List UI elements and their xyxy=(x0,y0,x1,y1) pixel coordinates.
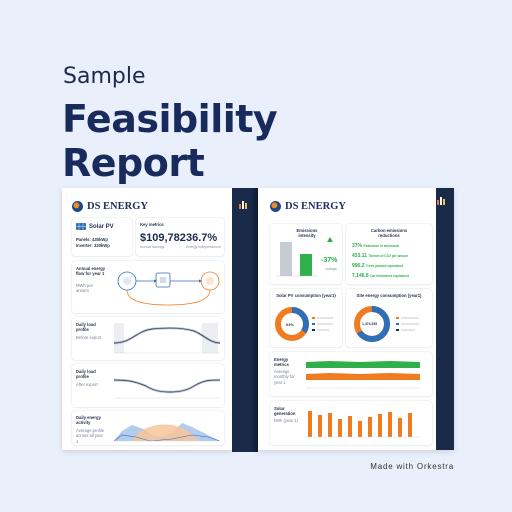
emissions-bar-chart xyxy=(276,237,333,277)
solar-generation-card: Solar generation kWh (year 1) xyxy=(270,401,432,445)
booklet-spine xyxy=(232,188,258,452)
annual-savings-value: $109,782 xyxy=(140,232,186,244)
energy-flow-title: Annual energy flow for year 1 xyxy=(76,266,106,277)
panels-row: Panels: 430kWp xyxy=(76,237,108,242)
energy-independence-value: 36.7% xyxy=(186,232,218,244)
load-profile-before-sub: Before export xyxy=(76,335,102,340)
key-metrics-card: Key metrics $109,782 Annual savings 36.7… xyxy=(136,218,224,256)
carbon-row: 996.2 Trees planted equivalent xyxy=(352,263,404,269)
solar-consumption-card: Solar PV consumption (year1) 63% xyxy=(270,289,342,347)
energy-activity-title: Daily energy activity xyxy=(76,415,101,426)
brand-logo-right: DS ENERGY xyxy=(270,201,346,212)
solar-consumption-center: 63% xyxy=(286,322,295,327)
brand-logo: DS ENERGY xyxy=(72,201,148,212)
emissions-change-value: -37% xyxy=(321,257,338,264)
load-profile-before-chart xyxy=(113,323,221,354)
right-page-strip xyxy=(436,188,454,450)
solar-generation-title: Solar generation xyxy=(274,406,296,417)
energy-metrics-title: Energy metrics xyxy=(274,357,289,368)
load-profile-before-card: Daily load profile Before export xyxy=(72,317,224,360)
report-booklet: DS ENERGY Solar PV Panels: 430kWp Invert… xyxy=(62,188,454,452)
inverter-row: Inverter: 330kWp xyxy=(76,243,110,248)
load-profile-after-chart xyxy=(113,378,221,399)
energy-flow-diagram xyxy=(117,271,220,306)
carbon-row: 433.11 Tonnes of CO2 per annum xyxy=(352,253,409,259)
carbon-row: 37% Reduction in emissions xyxy=(352,243,400,249)
made-with-orkestra: Made with Orkestra xyxy=(370,462,454,471)
site-consumption-center: 1,474,355 xyxy=(362,322,378,326)
header-feasibility: Feasibility xyxy=(62,97,278,141)
header-sample: Sample xyxy=(63,64,146,89)
solar-generation-chart xyxy=(306,411,420,438)
load-profile-after-title: Daily load profile xyxy=(76,369,96,380)
header-report: Report xyxy=(62,141,205,185)
solar-pv-card: Solar PV Panels: 430kWp Inverter: 330kWp xyxy=(72,218,132,256)
energy-independence-label: Energy independence xyxy=(186,245,221,249)
emissions-intensity-title: Emissions intensity xyxy=(296,228,318,239)
annual-savings-label: Annual savings xyxy=(140,245,165,249)
energy-flow-card: Annual energy flow for year 1 MWh per an… xyxy=(72,261,224,313)
solar-pv-title: Solar PV xyxy=(89,224,114,230)
site-consumption-title: Site energy consumption (year1) xyxy=(356,293,422,298)
energy-metrics-sub: Average monthly for year 1 xyxy=(274,369,295,385)
energy-flow-unit: MWh per annum xyxy=(76,283,93,294)
energy-activity-card: Daily energy activity Average profile ac… xyxy=(72,411,224,445)
carbon-reductions-card: Carbon emissions reductions 37% Reductio… xyxy=(346,224,432,284)
load-profile-before-title: Daily load profile xyxy=(76,322,96,333)
site-consumption-donut xyxy=(354,306,419,342)
energy-activity-chart xyxy=(113,423,221,442)
solar-consumption-donut xyxy=(275,307,333,341)
right-page: DS ENERGY Emissions intensity -37% chang… xyxy=(258,188,454,450)
emissions-intensity-card: Emissions intensity -37% change xyxy=(270,224,342,284)
chart-bars-icon-right xyxy=(437,196,446,205)
chart-bars-icon xyxy=(239,200,248,209)
brand-name: DS ENERGY xyxy=(87,201,148,212)
carbon-reductions-title: Carbon emissions reductions xyxy=(370,228,408,239)
key-metrics-title: Key metrics xyxy=(140,222,164,227)
brand-name-right: DS ENERGY xyxy=(285,201,346,212)
ds-energy-logo-icon xyxy=(72,201,83,212)
load-profile-after-sub: After export xyxy=(76,382,98,387)
energy-activity-sub: Average profile across all year 1 xyxy=(76,428,105,444)
solar-generation-sub: kWh (year 1) xyxy=(274,418,298,423)
solar-panel-icon xyxy=(76,223,86,230)
emissions-change-label: change xyxy=(325,267,337,271)
solar-consumption-title: Solar PV consumption (year1) xyxy=(276,293,336,298)
ds-energy-logo-icon-right xyxy=(270,201,281,212)
site-consumption-card: Site energy consumption (year1) 1,474,35… xyxy=(346,289,432,347)
carbon-row: 7,146.8 Car kilometres equivalent xyxy=(352,273,409,279)
energy-metrics-chart xyxy=(306,361,420,389)
load-profile-after-card: Daily load profile After export xyxy=(72,364,224,407)
energy-metrics-card: Energy metrics Average monthly for year … xyxy=(270,352,432,396)
left-page: DS ENERGY Solar PV Panels: 430kWp Invert… xyxy=(62,188,232,450)
